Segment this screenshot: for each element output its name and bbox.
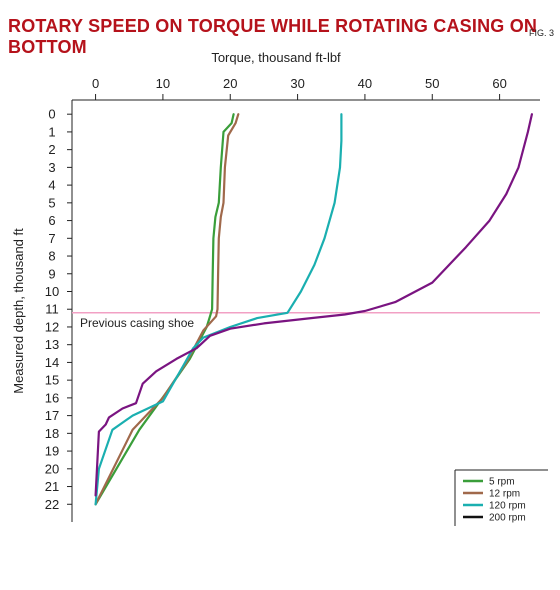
casing-shoe-label: Previous casing shoe [80,316,194,330]
series-line-120-rpm [94,113,343,506]
series-line-5-rpm [94,113,235,506]
y-tick-label: 20 [45,461,59,476]
y-tick-label: 17 [45,408,59,423]
legend-label: 12 rpm [489,489,520,500]
y-tick-label: 14 [45,355,59,370]
y-tick-label: 12 [45,319,59,334]
x-tick-label: 40 [358,76,372,91]
x-tick-label: 20 [223,76,237,91]
x-tick-label: 60 [492,76,506,91]
series-line-12-rpm [94,113,240,506]
x-tick-label: 50 [425,76,439,91]
chart-title: ROTARY SPEED ON TORQUE WHILE ROTATING CA… [8,16,538,57]
series-lines [94,113,533,506]
x-tick-label: 0 [92,76,99,91]
y-tick-label: 8 [48,249,55,264]
y-tick-label: 21 [45,479,59,494]
y-tick-label: 6 [48,213,55,228]
y-tick-label: 19 [45,444,59,459]
x-axis-ticks: 0 10 20 30 40 50 60 [92,76,507,100]
y-tick-label: 15 [45,373,59,388]
y-tick-label: 11 [45,302,59,317]
y-tick-label: 7 [48,231,55,246]
y-tick-label: 0 [48,107,55,122]
y-tick-label: 10 [45,284,59,299]
y-tick-label: 22 [45,497,59,512]
y-tick-label: 9 [48,266,55,281]
x-tick-label: 30 [290,76,304,91]
legend-label: 5 rpm [489,477,515,488]
y-tick-label: 4 [48,178,55,193]
y-tick-label: 1 [48,124,55,139]
y-tick-label: 18 [45,426,59,441]
x-tick-label: 10 [156,76,170,91]
y-tick-label: 5 [48,195,55,210]
y-tick-label: 13 [45,337,59,352]
series-line-200-rpm [94,113,533,497]
annotations: Previous casing shoe [72,312,540,330]
y-tick-label: 2 [48,142,55,157]
figure-number: FIG. 3 [528,28,554,38]
y-tick-label: 16 [45,390,59,405]
y-axis-label: Measured depth, thousand ft [11,228,26,394]
y-tick-label: 3 [48,160,55,175]
legend-label: 200 rpm [489,513,526,524]
legend-label: 120 rpm [489,501,526,512]
x-axis-label: Torque, thousand ft-lbf [211,50,341,65]
